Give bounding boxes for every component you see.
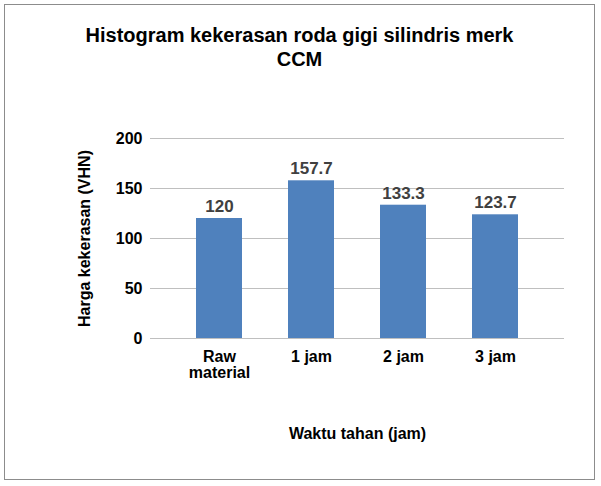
svg-text:123.7: 123.7 bbox=[474, 193, 517, 212]
svg-text:Waktu tahan (jam): Waktu tahan (jam) bbox=[289, 425, 426, 442]
svg-text:1 jam: 1 jam bbox=[291, 348, 332, 365]
svg-text:157.7: 157.7 bbox=[290, 159, 333, 178]
svg-text:120: 120 bbox=[205, 197, 233, 216]
svg-text:Harga kekerasan (VHN): Harga kekerasan (VHN) bbox=[76, 150, 93, 327]
svg-text:50: 50 bbox=[125, 280, 143, 297]
html-text:Histogram kekerasan roda gigi: Histogram kekerasan roda gigi silindris … bbox=[85, 24, 514, 70]
svg-text:2 jam: 2 jam bbox=[383, 348, 424, 365]
svg-text:133.3: 133.3 bbox=[382, 184, 425, 203]
svg-text:0: 0 bbox=[134, 330, 143, 347]
svg-text:Rawmaterial: Rawmaterial bbox=[189, 348, 250, 381]
svg-text:150: 150 bbox=[116, 180, 143, 197]
svg-text:3 jam: 3 jam bbox=[475, 348, 516, 365]
svg-text:200: 200 bbox=[116, 130, 143, 147]
svg-text:100: 100 bbox=[116, 230, 143, 247]
